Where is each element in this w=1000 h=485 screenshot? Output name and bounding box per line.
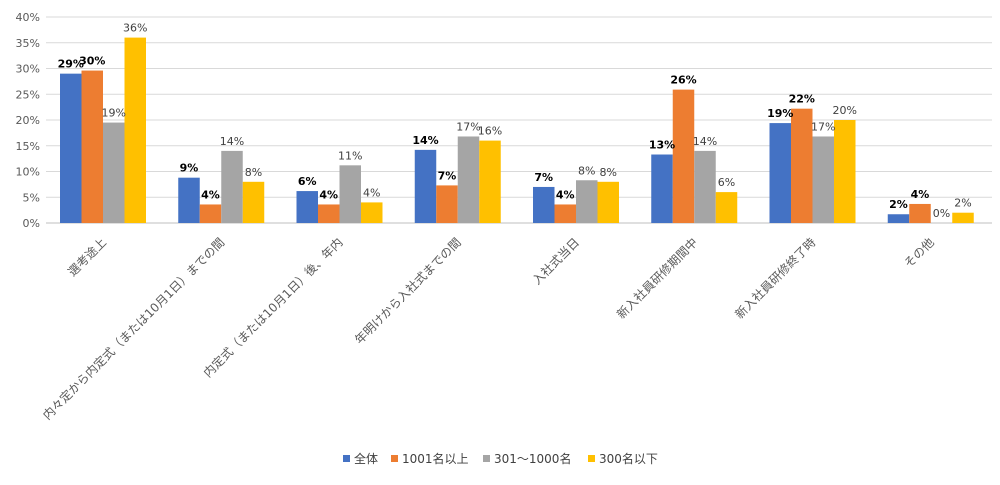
y-tick-label: 20% (16, 114, 40, 127)
data-label: 0% (933, 207, 950, 220)
bar (361, 202, 383, 223)
data-label: 6% (718, 176, 735, 189)
bar (103, 122, 125, 223)
data-label: 8% (600, 166, 617, 179)
data-label: 26% (670, 74, 696, 87)
bar (457, 136, 480, 223)
legend-swatch (391, 455, 398, 462)
data-label: 2% (954, 197, 971, 210)
data-label: 4% (319, 188, 338, 201)
data-label: 7% (534, 171, 553, 184)
bar (887, 214, 910, 223)
category-label: 新入社員研修終了時 (732, 235, 819, 322)
bar (812, 136, 834, 223)
gridlines (46, 16, 992, 224)
bar (81, 70, 103, 223)
bar (339, 165, 361, 223)
y-tick-label: 0% (23, 217, 40, 230)
data-label: 6% (298, 175, 317, 188)
bar (694, 150, 716, 223)
category-label: その他 (902, 235, 937, 270)
y-tick-label: 40% (16, 11, 40, 24)
data-label: 4% (201, 188, 220, 201)
bar (296, 191, 318, 223)
category-label: 年明けから入社式までの間 (351, 235, 463, 347)
data-label: 4% (556, 188, 575, 201)
bar (651, 154, 673, 223)
bar (952, 212, 974, 223)
data-label: 22% (789, 93, 815, 106)
bar (436, 185, 458, 223)
data-label: 29% (58, 58, 84, 71)
data-label: 16% (478, 125, 502, 138)
bar (834, 120, 856, 223)
bar (178, 177, 200, 223)
category-label: 内々定から内定式（または10月1日）までの間 (39, 235, 227, 423)
bar (597, 181, 619, 223)
legend-entry: 1001名以上 (402, 451, 469, 466)
data-label: 8% (578, 164, 595, 177)
data-label: 7% (438, 169, 457, 182)
data-label: 4% (363, 186, 380, 199)
bar (909, 203, 931, 223)
data-label: 20% (833, 104, 857, 117)
data-label: 14% (220, 135, 244, 148)
legend-entry: 全体 (354, 451, 378, 466)
data-label: 30% (79, 55, 105, 68)
y-axis-ticks: 0% 5% 10% 15% 20% 25% 30% 35% 40% (16, 11, 40, 230)
legend-swatch (588, 455, 595, 462)
bar (414, 149, 437, 223)
y-tick-label: 25% (16, 88, 40, 101)
bar (199, 204, 222, 223)
bar (60, 73, 82, 224)
legend-entry: 301～1000名 (494, 451, 571, 466)
legend-swatch (483, 455, 490, 462)
data-label: 11% (338, 149, 362, 162)
y-tick-label: 30% (16, 63, 40, 76)
y-tick-label: 5% (23, 191, 40, 204)
bar (479, 140, 501, 223)
bar (554, 204, 576, 223)
data-label: 4% (911, 188, 930, 201)
data-label: 9% (180, 162, 199, 175)
bar (242, 181, 265, 223)
data-label: 19% (102, 107, 126, 120)
data-label: 36% (123, 22, 147, 35)
data-label: 14% (412, 134, 438, 147)
bars (60, 37, 974, 224)
bar (769, 123, 791, 223)
category-label: 入社式当日 (529, 235, 582, 288)
data-label: 2% (889, 198, 908, 211)
data-label: 19% (767, 107, 793, 120)
category-label: 新入社員研修期間中 (613, 235, 700, 322)
data-label: 17% (456, 120, 480, 133)
data-label: 8% (245, 166, 262, 179)
data-label: 14% (693, 135, 717, 148)
bar (715, 192, 738, 223)
y-tick-label: 15% (16, 140, 40, 153)
bar (672, 89, 695, 224)
category-labels: 選考途上内々定から内定式（または10月1日）までの間内定式（または10月1日）後… (39, 235, 937, 423)
y-tick-label: 10% (16, 166, 40, 179)
bar (576, 180, 598, 223)
category-label: 内定式（または10月1日）後、年内 (200, 235, 346, 381)
data-label: 17% (811, 120, 835, 133)
bar (318, 204, 340, 223)
legend-swatch (343, 455, 350, 462)
data-label: 13% (649, 139, 675, 152)
bar (221, 150, 243, 223)
bar (124, 37, 146, 223)
category-label: 選考途上 (65, 235, 110, 280)
legend-entry: 300名以下 (599, 451, 658, 466)
legend: 全体 1001名以上 301～1000名 300名以下 (343, 451, 658, 466)
data-labels: 29%30%19%36%9%4%14%8%6%4%11%4%14%7%17%16… (58, 22, 972, 220)
y-tick-label: 35% (16, 37, 40, 50)
bar (791, 108, 813, 223)
bar (533, 186, 555, 223)
